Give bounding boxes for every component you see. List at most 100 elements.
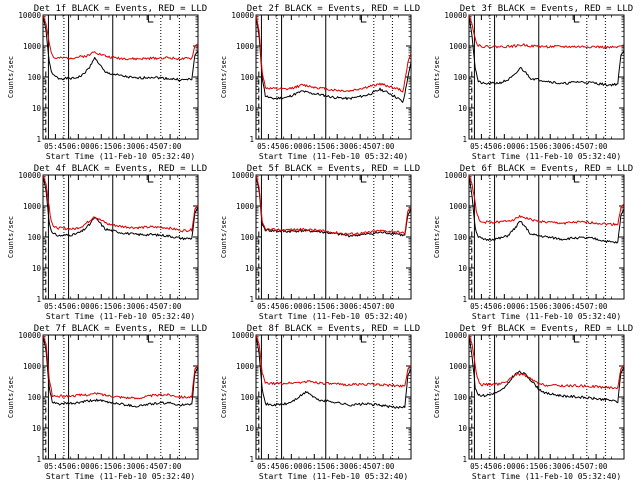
bracket-marker — [360, 335, 367, 343]
series-line-lld — [42, 174, 199, 233]
series-line-lld — [255, 334, 412, 388]
y-tick-label: 100 — [27, 233, 41, 242]
x-tick-label: 07:00 — [159, 302, 182, 311]
x-tick-label: 06:15 — [303, 302, 326, 311]
x-tick-label: 06:15 — [90, 462, 113, 471]
series-line-lld — [255, 174, 412, 236]
x-tick-label: 06:30 — [539, 462, 562, 471]
y-tick-label: 10000 — [231, 11, 254, 20]
x-tick-label: 07:00 — [585, 462, 608, 471]
y-tick-label: 10000 — [444, 11, 467, 20]
y-axis-label: Counts/sec — [7, 376, 15, 418]
chart-title: Det 5f BLACK = Events, RED = LLD — [247, 164, 420, 174]
chart-panel-5: Det 5f BLACK = Events, RED = LLD Counts/s… — [220, 164, 420, 321]
bracket-marker — [360, 15, 367, 23]
x-tick-label: 06:00 — [493, 142, 516, 151]
y-tick-label: 10 — [32, 424, 42, 433]
x-axis-label: Start Time (11-Feb-10 05:32:40) — [259, 312, 408, 321]
y-tick-label: 1000 — [23, 42, 42, 51]
chart-title: Det 6f BLACK = Events, RED = LLD — [460, 164, 633, 174]
series-line-lld — [42, 334, 199, 400]
y-tick-label: 10000 — [18, 331, 41, 340]
x-tick-label: 06:00 — [67, 302, 90, 311]
series-line-events — [468, 174, 625, 244]
bracket-marker — [147, 15, 154, 23]
series-line-lld — [468, 334, 625, 390]
series-line-events — [42, 14, 199, 82]
x-tick-label: 06:00 — [280, 462, 303, 471]
x-tick-label: 06:30 — [113, 142, 136, 151]
y-tick-label: 10000 — [231, 171, 254, 180]
x-tick-label: 06:15 — [516, 302, 539, 311]
chart-panel-1: Det 1f BLACK = Events, RED = LLD Counts/s… — [7, 4, 207, 161]
x-tick-label: 06:45 — [136, 302, 159, 311]
x-tick-label: 06:15 — [303, 142, 326, 151]
y-axis-label: Counts/sec — [7, 56, 15, 98]
y-tick-label: 100 — [453, 233, 467, 242]
y-tick-label: 10 — [458, 264, 468, 273]
x-tick-label: 06:45 — [349, 302, 372, 311]
y-tick-label: 1 — [36, 295, 41, 304]
y-tick-label: 1000 — [449, 202, 468, 211]
y-tick-label: 1 — [36, 135, 41, 144]
x-tick-label: 06:00 — [280, 302, 303, 311]
x-tick-label: 06:00 — [493, 462, 516, 471]
y-tick-label: 100 — [240, 393, 254, 402]
x-axis-label: Start Time (11-Feb-10 05:32:40) — [259, 152, 408, 161]
y-tick-label: 1 — [462, 455, 467, 464]
x-tick-label: 06:30 — [113, 462, 136, 471]
y-axis-label: Counts/sec — [433, 216, 441, 258]
y-tick-label: 10 — [245, 264, 255, 273]
x-tick-label: 06:30 — [539, 302, 562, 311]
chart-title: Det 7f BLACK = Events, RED = LLD — [34, 324, 207, 334]
x-tick-label: 06:15 — [516, 462, 539, 471]
plot-frame — [255, 14, 412, 140]
y-axis-label: Counts/sec — [220, 376, 228, 418]
x-tick-label: 06:45 — [349, 462, 372, 471]
y-tick-label: 1000 — [23, 202, 42, 211]
chart-title: Det 3f BLACK = Events, RED = LLD — [460, 4, 633, 14]
chart-title: Det 9f BLACK = Events, RED = LLD — [460, 324, 633, 334]
bracket-marker — [147, 335, 154, 343]
x-tick-label: 05:45 — [44, 462, 67, 471]
y-tick-label: 1000 — [236, 362, 255, 371]
x-axis-label: Start Time (11-Feb-10 05:32:40) — [46, 152, 195, 161]
series-line-events — [255, 334, 412, 409]
x-tick-label: 06:30 — [113, 302, 136, 311]
chart-panel-3: Det 3f BLACK = Events, RED = LLD Counts/s… — [433, 4, 633, 161]
series-line-events — [42, 334, 199, 408]
y-tick-label: 1 — [249, 455, 254, 464]
x-axis-label: Start Time (11-Feb-10 05:32:40) — [46, 312, 195, 321]
bracket-marker — [573, 175, 580, 183]
x-tick-label: 06:15 — [90, 142, 113, 151]
y-tick-label: 1 — [462, 135, 467, 144]
chart-panel-9: Det 9f BLACK = Events, RED = LLD Counts/s… — [433, 324, 633, 480]
x-tick-label: 07:00 — [159, 142, 182, 151]
y-tick-label: 1000 — [449, 42, 468, 51]
plot-frame — [42, 14, 199, 140]
x-tick-label: 06:00 — [67, 462, 90, 471]
x-axis-label: Start Time (11-Feb-10 05:32:40) — [259, 472, 408, 480]
x-tick-label: 06:15 — [303, 462, 326, 471]
x-axis-label: Start Time (11-Feb-10 05:32:40) — [46, 472, 195, 480]
y-tick-label: 10000 — [18, 171, 41, 180]
y-axis-label: Counts/sec — [220, 216, 228, 258]
y-tick-label: 10 — [32, 104, 42, 113]
x-tick-label: 06:30 — [539, 142, 562, 151]
y-tick-label: 10 — [458, 424, 468, 433]
x-tick-label: 06:45 — [136, 462, 159, 471]
plot-frame — [42, 334, 199, 460]
x-tick-label: 05:45 — [257, 142, 280, 151]
bracket-marker — [147, 175, 154, 183]
chart-panel-4: Det 4f BLACK = Events, RED = LLD Counts/s… — [7, 164, 207, 321]
x-tick-label: 07:00 — [585, 302, 608, 311]
x-tick-label: 07:00 — [585, 142, 608, 151]
chart-panel-6: Det 6f BLACK = Events, RED = LLD Counts/s… — [433, 164, 633, 321]
x-axis-label: Start Time (11-Feb-10 05:32:40) — [472, 152, 621, 161]
x-tick-label: 06:45 — [562, 302, 585, 311]
bracket-marker — [573, 335, 580, 343]
x-tick-label: 06:45 — [349, 142, 372, 151]
y-tick-label: 10000 — [18, 11, 41, 20]
series-line-events — [255, 174, 412, 238]
